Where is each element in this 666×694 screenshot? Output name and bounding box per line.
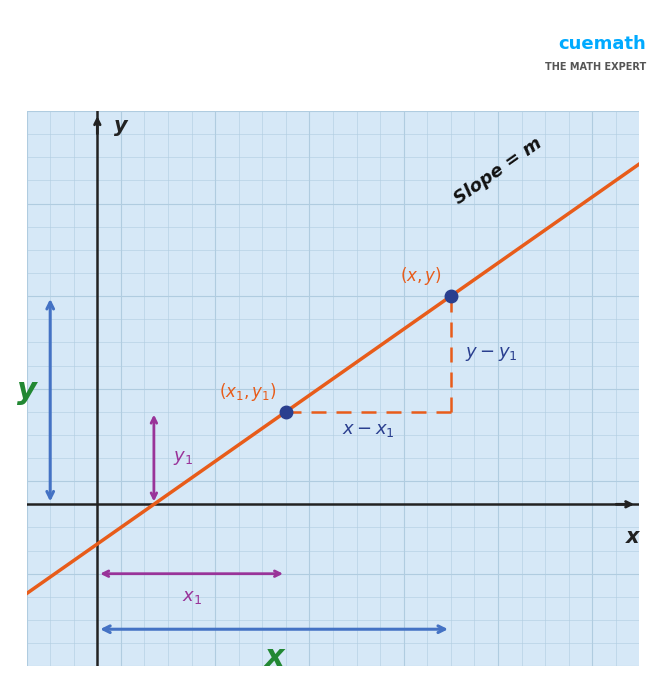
Text: $y_1$: $y_1$ — [172, 449, 192, 467]
Text: y: y — [17, 376, 37, 405]
Text: x: x — [625, 527, 639, 548]
Text: cuemath: cuemath — [558, 35, 646, 53]
Text: y: y — [114, 116, 127, 135]
Text: THE MATH EXPERT: THE MATH EXPERT — [545, 62, 646, 72]
Text: $(x_1, y_1)$: $(x_1, y_1)$ — [219, 380, 276, 403]
Text: $x - x_1$: $x - x_1$ — [342, 421, 395, 439]
Text: $x_1$: $x_1$ — [182, 588, 202, 606]
Text: $y - y_1$: $y - y_1$ — [465, 345, 517, 363]
Text: $(x, y)$: $(x, y)$ — [400, 265, 442, 287]
Text: x: x — [264, 643, 284, 672]
Text: Slope = m: Slope = m — [451, 134, 545, 208]
